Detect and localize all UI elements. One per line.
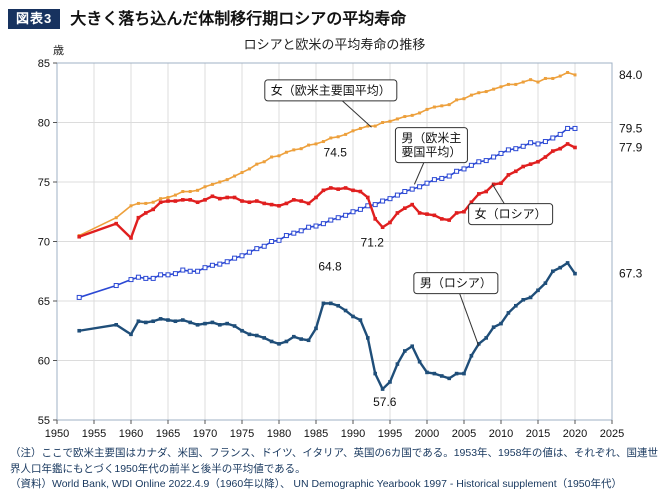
svg-text:2010: 2010: [489, 428, 513, 440]
svg-text:女（欧米主要国平均）: 女（欧米主要国平均）: [271, 83, 391, 98]
svg-text:70: 70: [38, 237, 50, 249]
svg-text:71.2: 71.2: [361, 236, 385, 250]
svg-text:1950: 1950: [45, 428, 69, 440]
value-annotations: 74.5 71.2 64.8 57.6: [318, 146, 396, 410]
series-women-west: [77, 71, 577, 238]
svg-text:2025: 2025: [600, 428, 624, 440]
series-labels: 女（欧米主要国平均） 男（欧米主要国平均） 女（ロシア） 男（ロシア）: [264, 79, 554, 347]
svg-text:要国平均）: 要国平均）: [401, 145, 461, 159]
svg-text:60: 60: [38, 356, 50, 368]
svg-text:1955: 1955: [82, 428, 106, 440]
figure-header: 図表3 大きく落ち込んだ体制移行期ロシアの平均寿命: [0, 0, 670, 31]
svg-text:1980: 1980: [267, 428, 291, 440]
y-axis-unit: 歳: [53, 44, 64, 57]
svg-text:女（ロシア）: 女（ロシア）: [475, 206, 547, 221]
series-women-russia: [77, 142, 577, 241]
svg-text:1965: 1965: [156, 428, 180, 440]
svg-text:2020: 2020: [563, 428, 587, 440]
svg-text:1975: 1975: [230, 428, 254, 440]
series-men-russia: [77, 261, 577, 392]
x-axis: 1950 1955 1960 1965 1970 1975 1980 1985 1990 1995…: [45, 420, 624, 440]
series-men-west: [76, 126, 578, 301]
svg-text:1960: 1960: [119, 428, 143, 440]
svg-text:80: 80: [38, 118, 50, 130]
y-axis: 55 60 65 70 75 80 85: [38, 58, 57, 427]
end-label-women-russia: 77.9: [619, 141, 643, 155]
source-text: （資料）World Bank, WDI Online 2022.4.9（1960…: [10, 477, 622, 490]
svg-text:85: 85: [38, 58, 50, 70]
svg-text:2000: 2000: [415, 428, 439, 440]
svg-text:2015: 2015: [526, 428, 550, 440]
svg-text:1995: 1995: [378, 428, 402, 440]
svg-text:57.6: 57.6: [373, 395, 397, 409]
figure-title: 大きく落ち込んだ体制移行期ロシアの平均寿命: [70, 10, 407, 28]
svg-text:55: 55: [38, 415, 50, 427]
grid-lines: [56, 62, 613, 421]
svg-text:64.8: 64.8: [318, 260, 342, 274]
svg-text:74.5: 74.5: [324, 146, 348, 160]
svg-text:男（ロシア）: 男（ロシア）: [420, 276, 492, 290]
figure-footnotes: （注）ここで欧米主要国はカナダ、米国、フランス、ドイツ、イタリア、英国の6カ国で…: [0, 445, 670, 492]
svg-text:1970: 1970: [193, 428, 217, 440]
svg-text:1990: 1990: [341, 428, 365, 440]
chart-svg: 1950 1955 1960 1965 1970 1975 1980 1985 1990 1995…: [38, 37, 643, 440]
svg-text:男（欧米主: 男（欧米主: [401, 131, 461, 145]
end-label-women-west: 84.0: [619, 68, 643, 82]
svg-text:2005: 2005: [452, 428, 476, 440]
svg-text:1985: 1985: [304, 428, 328, 440]
note-text: （注）ここで欧米主要国はカナダ、米国、フランス、ドイツ、イタリア、英国の6カ国で…: [10, 447, 659, 475]
figure-number-badge: 図表3: [8, 9, 61, 30]
svg-text:75: 75: [38, 177, 50, 189]
end-label-men-west: 79.5: [619, 122, 643, 136]
svg-text:65: 65: [38, 296, 50, 308]
chart-area: 1950 1955 1960 1965 1970 1975 1980 1985 1990 1995…: [0, 33, 670, 445]
chart-title: ロシアと欧米の平均寿命の推移: [244, 37, 426, 52]
end-label-men-russia: 67.3: [619, 267, 643, 281]
